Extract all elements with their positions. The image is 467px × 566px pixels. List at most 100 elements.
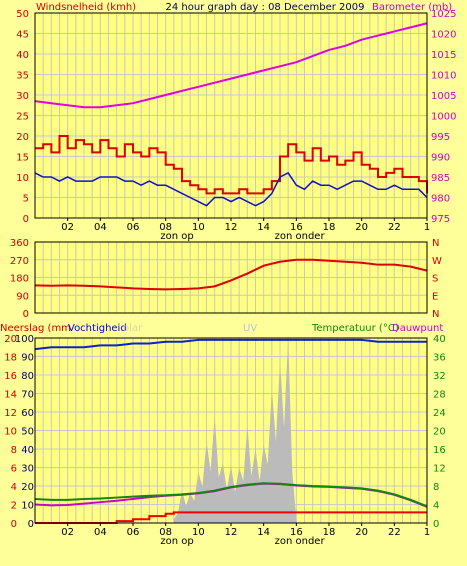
y-left-tick-label: 20 [16,132,29,143]
y-left-rain-tick-label: 18 [4,353,17,364]
uv-axis-label: UV [243,323,257,334]
x-tick-label: 12 [225,527,238,538]
x-tick-label: 08 [159,222,172,233]
x-tick-label: 20 [355,527,368,538]
y-left-tick-label: 5 [23,194,29,205]
y-left-rain-tick-label: 6 [11,464,17,475]
sunset-label: zon onder [275,536,326,547]
y-right-tick-label: 1010 [431,71,456,82]
y-left-humidity-tick-label: 20 [21,482,34,493]
x-tick-label: 06 [127,527,140,538]
y-left-rain-tick-label: 2 [11,501,17,512]
rain-area [173,338,297,523]
compass-label: N [432,238,439,249]
rain-humidity-temperature-panel: 0246810121416182001020304050607080901000… [0,323,446,547]
y-left-humidity-tick-label: 60 [21,408,34,419]
compass-label: S [432,274,438,285]
x-tick-label: 02 [61,527,74,538]
x-tick-label: 06 [127,222,140,233]
y-right-tick-label: 8 [433,482,439,493]
humidity-axis-label: Vochtigheid [68,323,127,334]
x-tick-label: 12 [225,222,238,233]
y-left-tick-label: 10 [16,173,29,184]
rain-axis-label: Neerslag (mm [0,323,71,334]
wind-speed-line [34,171,428,207]
sunrise-label: zon op [160,231,193,242]
y-left-tick-label: 25 [16,112,29,123]
x-tick-label: 22 [388,222,401,233]
y-right-tick-label: 980 [431,194,450,205]
y-right-tick-label: 975 [431,214,450,225]
humidity-line [34,338,427,351]
wind-barometer-panel: 0510152025303540455097598098599099510001… [16,2,456,242]
y-right-tick-label: 990 [431,153,450,164]
y-right-tick-label: 12 [433,464,446,475]
y-right-tick-label: 1000 [431,112,456,123]
compass-label: N [432,309,439,320]
x-tick-label: 1 [424,222,430,233]
sunset-label: zon onder [275,231,326,242]
x-tick-label: 14 [257,222,270,233]
y-right-tick-label: 32 [433,371,446,382]
x-tick-label: 18 [323,527,336,538]
y-right-tick-label: 0 [433,519,439,530]
y-left-rain-tick-label: 4 [11,482,17,493]
wind-gust-line [35,135,428,195]
compass-label: W [432,256,442,267]
temperature-line [34,482,428,508]
y-left-humidity-tick-label: 100 [15,334,34,345]
y-left-rain-tick-label: 16 [4,371,17,382]
x-tick-label: 16 [290,222,303,233]
y-left-tick-label: 15 [16,153,29,164]
y-left-tick-label: 90 [16,291,29,302]
y-right-axis-label: Barometer (mb) [372,2,452,13]
chart-title: 24 hour graph day : 08 December 2009 [166,2,365,13]
y-left-tick-label: 270 [10,256,29,267]
x-tick-label: 14 [257,527,270,538]
x-tick-label: 10 [192,527,205,538]
y-left-rain-tick-label: 14 [4,390,17,401]
x-tick-label: 16 [290,527,303,538]
y-left-humidity-tick-label: 30 [21,464,34,475]
temperature-axis-label: Temperatuur (°C) [311,323,399,334]
y-left-humidity-tick-label: 90 [21,353,34,364]
y-left-axis-label: Windsnelheid (kmh) [36,2,136,13]
x-tick-label: 04 [94,222,107,233]
y-right-tick-label: 1005 [431,91,456,102]
compass-label: E [432,291,438,302]
x-tick-label: 04 [94,527,107,538]
y-right-tick-label: 24 [433,408,446,419]
y-right-tick-label: 985 [431,173,450,184]
y-left-rain-tick-label: 0 [11,519,17,530]
y-left-tick-label: 45 [16,30,29,41]
solar-axis-label: olar [123,323,143,334]
y-left-humidity-tick-label: 10 [21,501,34,512]
y-left-humidity-tick-label: 0 [28,519,34,530]
y-left-tick-label: 30 [16,91,29,102]
x-tick-label: 10 [192,222,205,233]
y-right-tick-label: 1015 [431,50,456,61]
y-right-tick-label: 995 [431,132,450,143]
x-tick-label: 08 [159,527,172,538]
y-left-tick-label: 0 [23,214,29,225]
y-left-humidity-tick-label: 40 [21,445,34,456]
plot-border [34,241,428,314]
x-tick-label: 22 [388,527,401,538]
sunrise-label: zon op [160,536,193,547]
y-right-tick-label: 28 [433,390,446,401]
y-left-rain-tick-label: 20 [4,334,17,345]
wind-direction-line [34,258,428,291]
x-tick-label: 02 [61,222,74,233]
y-left-tick-label: 35 [16,71,29,82]
y-left-rain-tick-label: 12 [4,408,17,419]
y-right-tick-label: 20 [433,427,446,438]
y-right-tick-label: 1025 [431,9,456,20]
y-right-tick-label: 36 [433,353,446,364]
y-left-rain-tick-label: 8 [11,445,17,456]
barometer-line [34,22,428,109]
y-right-tick-label: 4 [433,501,439,512]
x-tick-label: 1 [424,527,430,538]
y-left-rain-tick-label: 10 [4,427,17,438]
